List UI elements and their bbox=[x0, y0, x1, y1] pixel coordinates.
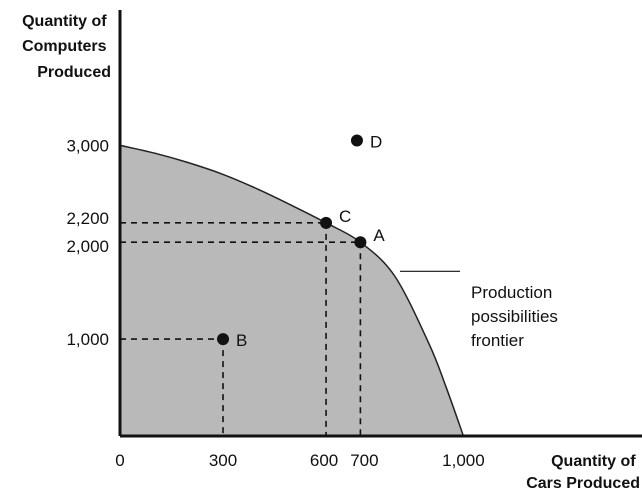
x-tick-label: 300 bbox=[209, 451, 237, 470]
guide-lines bbox=[120, 222, 362, 436]
ppf-annotation: Production possibilities frontier bbox=[471, 283, 563, 350]
annotation-line: possibilities bbox=[471, 307, 558, 326]
x-tick-label: 700 bbox=[350, 451, 378, 470]
ppf-curve bbox=[119, 144, 465, 437]
point-b-marker bbox=[217, 333, 230, 346]
x-axis-title-line: Quantity of bbox=[551, 453, 636, 470]
x-axis-title-line: Cars Produced bbox=[526, 475, 640, 491]
y-axis-title: Quantity of Computers Produced bbox=[22, 13, 111, 81]
y-tick-labels: 3,000 2,200 2,000 1,000 bbox=[66, 136, 109, 349]
x-tick-label: 1,000 bbox=[442, 451, 485, 470]
point-c-marker bbox=[320, 216, 333, 229]
y-axis-title-line: Produced bbox=[37, 64, 111, 81]
point-a-label: A bbox=[373, 226, 385, 245]
y-axis-title-line: Quantity of bbox=[22, 13, 107, 30]
point-c-label: C bbox=[339, 207, 351, 226]
annotation-line: frontier bbox=[471, 331, 524, 350]
x-tick-label: 600 bbox=[310, 451, 338, 470]
point-b-label: B bbox=[236, 331, 247, 350]
data-points: A B C D bbox=[217, 132, 385, 350]
x-axis-title: Quantity of Cars Produced bbox=[526, 453, 640, 491]
y-tick-label: 3,000 bbox=[66, 136, 109, 155]
y-tick-label: 2,000 bbox=[66, 237, 109, 256]
point-a-marker bbox=[354, 236, 367, 249]
y-tick-label: 2,200 bbox=[66, 209, 109, 228]
point-d-marker bbox=[350, 134, 363, 147]
x-tick-labels: 0 300 600 700 1,000 bbox=[115, 451, 484, 470]
x-tick-label: 0 bbox=[115, 451, 124, 470]
y-axis-title-line: Computers bbox=[22, 38, 107, 55]
annotation-line: Production bbox=[471, 283, 552, 302]
point-d-label: D bbox=[370, 132, 382, 151]
y-tick-label: 1,000 bbox=[66, 330, 109, 349]
ppf-shaded-area bbox=[120, 145, 464, 437]
